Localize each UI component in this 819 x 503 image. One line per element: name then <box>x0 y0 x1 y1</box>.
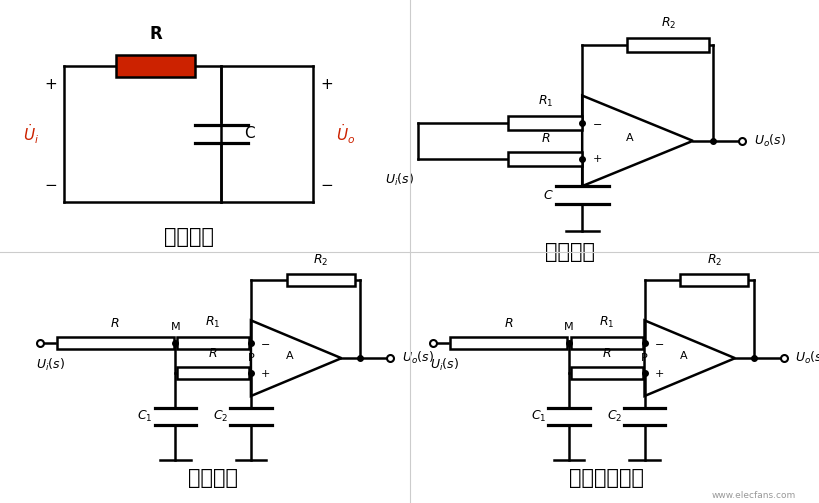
Bar <box>450 337 567 349</box>
Text: 无源低通: 无源低通 <box>164 227 213 247</box>
Text: A: A <box>626 133 633 143</box>
Text: $R_2$: $R_2$ <box>660 16 675 32</box>
Text: $\dot{U}_o$: $\dot{U}_o$ <box>336 122 355 145</box>
Bar <box>570 367 642 379</box>
Bar <box>508 116 581 130</box>
Bar <box>287 274 355 286</box>
Text: $+$: $+$ <box>260 368 270 379</box>
Text: $R_2$: $R_2$ <box>706 253 721 269</box>
Text: $U_o(s)$: $U_o(s)$ <box>753 133 785 149</box>
Text: www.elecfans.com: www.elecfans.com <box>710 491 794 500</box>
Text: $C_2$: $C_2$ <box>606 409 621 424</box>
Text: $\dot{U}_i$: $\dot{U}_i$ <box>23 122 39 145</box>
Bar <box>627 38 708 52</box>
Text: R: R <box>149 25 162 43</box>
Text: $-$: $-$ <box>44 176 57 191</box>
Text: $R$: $R$ <box>540 132 550 145</box>
Text: M: M <box>563 322 573 332</box>
Text: $R_1$: $R_1$ <box>537 94 552 109</box>
Text: 一阶低通: 一阶低通 <box>545 241 594 262</box>
Text: $U_o(s)$: $U_o(s)$ <box>794 350 819 366</box>
Text: $R_1$: $R_1$ <box>599 315 613 330</box>
Text: 二阶低通: 二阶低通 <box>188 468 238 488</box>
Text: A: A <box>679 351 686 361</box>
Text: $C_1$: $C_1$ <box>531 409 545 424</box>
Text: +: + <box>319 76 333 92</box>
Text: $-$: $-$ <box>319 176 333 191</box>
Text: P: P <box>247 353 254 363</box>
Bar <box>570 337 642 349</box>
Text: $C_2$: $C_2$ <box>213 409 228 424</box>
Text: $-$: $-$ <box>653 338 663 348</box>
Bar <box>508 152 581 166</box>
Text: C: C <box>244 126 255 141</box>
Bar <box>116 55 195 77</box>
Text: $U_i(s)$: $U_i(s)$ <box>429 357 458 373</box>
Text: P: P <box>640 353 647 363</box>
Bar <box>177 367 249 379</box>
Text: $U_i(s)$: $U_i(s)$ <box>36 357 65 373</box>
Text: $R$: $R$ <box>601 347 611 360</box>
Text: $C$: $C$ <box>542 189 553 202</box>
Text: $R$: $R$ <box>111 317 120 330</box>
Text: $U_i(s)$: $U_i(s)$ <box>384 172 414 188</box>
Bar <box>57 337 174 349</box>
Text: $+$: $+$ <box>591 153 602 164</box>
Text: $R$: $R$ <box>208 347 218 360</box>
Text: $R_2$: $R_2$ <box>313 253 328 269</box>
Text: $R$: $R$ <box>504 317 513 330</box>
Text: $U_o(s)$: $U_o(s)$ <box>401 350 433 366</box>
Text: $R_1$: $R_1$ <box>206 315 220 330</box>
Text: 实用二阶低通: 实用二阶低通 <box>568 468 644 488</box>
Text: $-$: $-$ <box>591 118 602 128</box>
Bar <box>177 337 249 349</box>
Text: $C_1$: $C_1$ <box>138 409 152 424</box>
Text: M: M <box>170 322 180 332</box>
Text: +: + <box>44 76 57 92</box>
Text: $-$: $-$ <box>260 338 270 348</box>
Text: $+$: $+$ <box>653 368 663 379</box>
Bar <box>680 274 747 286</box>
Text: A: A <box>286 351 293 361</box>
